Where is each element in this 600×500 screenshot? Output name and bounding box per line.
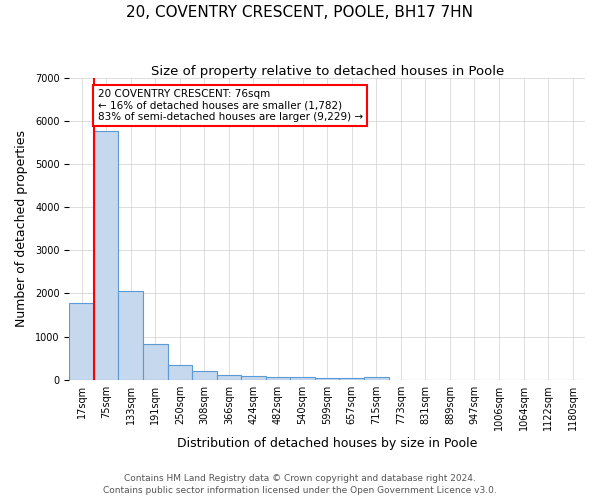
Bar — [315, 378, 340, 380]
Bar — [192, 371, 217, 380]
Text: Contains HM Land Registry data © Crown copyright and database right 2024.
Contai: Contains HM Land Registry data © Crown c… — [103, 474, 497, 495]
Bar — [241, 376, 266, 380]
Bar — [266, 376, 290, 380]
Bar — [290, 378, 315, 380]
Title: Size of property relative to detached houses in Poole: Size of property relative to detached ho… — [151, 65, 504, 78]
Text: 20, COVENTRY CRESCENT, POOLE, BH17 7HN: 20, COVENTRY CRESCENT, POOLE, BH17 7HN — [127, 5, 473, 20]
Text: 20 COVENTRY CRESCENT: 76sqm
← 16% of detached houses are smaller (1,782)
83% of : 20 COVENTRY CRESCENT: 76sqm ← 16% of det… — [98, 89, 362, 122]
Bar — [340, 378, 364, 380]
Bar — [167, 365, 192, 380]
Y-axis label: Number of detached properties: Number of detached properties — [15, 130, 28, 328]
X-axis label: Distribution of detached houses by size in Poole: Distribution of detached houses by size … — [177, 437, 478, 450]
Bar — [69, 303, 94, 380]
Bar — [217, 375, 241, 380]
Bar — [143, 344, 167, 380]
Bar — [118, 291, 143, 380]
Bar — [94, 130, 118, 380]
Bar — [364, 378, 389, 380]
